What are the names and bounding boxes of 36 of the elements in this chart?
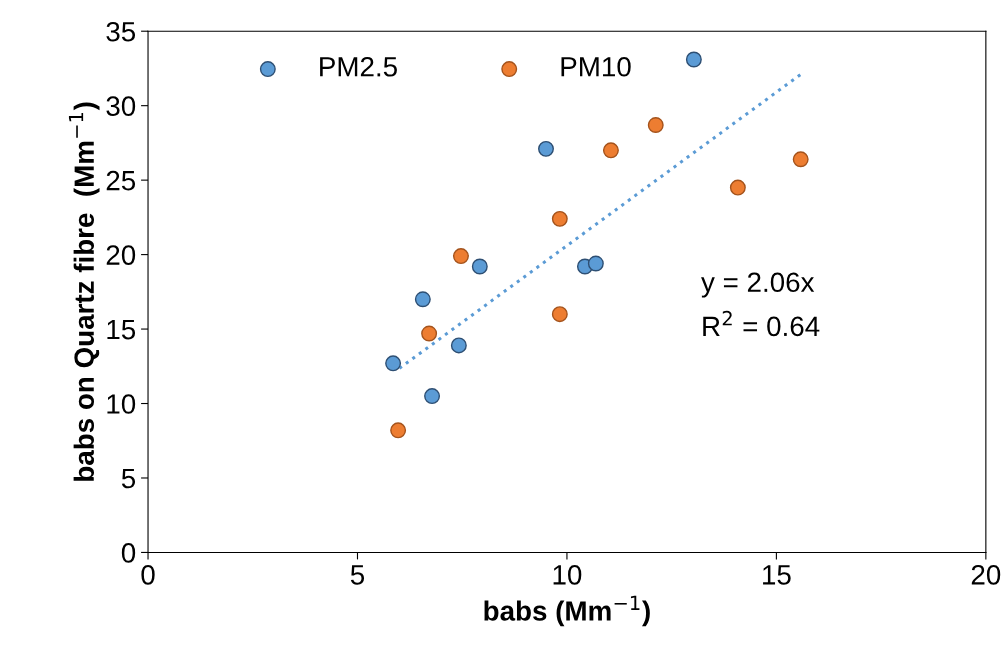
point	[421, 325, 438, 342]
point	[424, 388, 441, 405]
y-tick-label: 0	[121, 543, 136, 563]
x-axis-title: babs (Mm$^{−1}$)	[484, 595, 650, 627]
y-tick-label: 15	[107, 320, 136, 340]
legend-label: PM10	[561, 56, 631, 77]
legend-label: PM2.5	[320, 56, 397, 77]
y-tick-label: 30	[106, 96, 136, 117]
point	[602, 142, 619, 159]
y-tick-label: 20	[106, 245, 136, 265]
x-tick-label: 0	[141, 564, 155, 585]
point	[792, 151, 809, 168]
y-tick-label: 5	[121, 468, 136, 489]
point	[538, 140, 554, 157]
y-axis-title: babs on Quartz fibre (Mm$^{−1}$)	[68, 102, 100, 481]
point	[685, 51, 702, 68]
y-tick-label: 35	[106, 21, 136, 42]
annotation: y = 2.06x	[701, 272, 815, 298]
point	[452, 248, 469, 265]
x-tick-label: 10	[553, 564, 582, 585]
point	[450, 337, 467, 354]
point	[471, 258, 488, 275]
x-tick-label: 20	[971, 564, 1001, 585]
point	[385, 355, 402, 372]
point	[729, 179, 746, 196]
x-tick-label: 15	[763, 565, 791, 585]
point	[587, 255, 604, 272]
point	[414, 291, 431, 308]
point	[647, 117, 664, 134]
point	[551, 306, 568, 323]
point	[390, 422, 407, 439]
point	[551, 210, 568, 227]
annotation: R$^{2}$ = 0.64	[703, 310, 820, 337]
x-tick-label: 5	[350, 565, 365, 585]
y-tick-label: 25	[106, 170, 136, 191]
y-tick-label: 10	[107, 394, 136, 414]
